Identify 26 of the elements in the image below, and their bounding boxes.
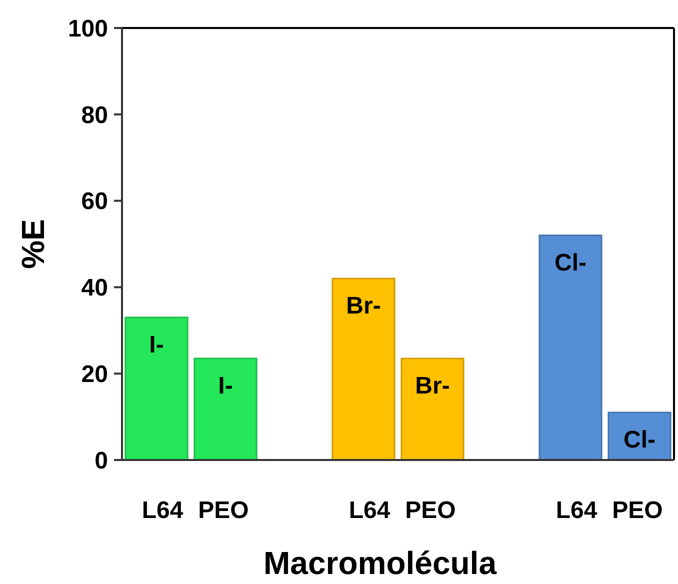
y-tick-label: 100 [68,15,108,42]
x-axis-title: Macromolécula [264,545,497,581]
y-tick-label: 60 [81,188,108,216]
series-label: Cl- [624,426,656,454]
text: Br- [415,372,450,400]
bar [608,412,672,461]
bar [124,316,188,461]
x-tick-label: PEO [612,497,663,524]
text: I- [218,372,233,400]
bar [194,358,258,461]
x-tick-label: L64 [556,497,598,524]
x-tick-label: PEO [405,497,456,524]
y-tick-label: 0 [94,447,108,474]
series-label: Br- [346,292,381,320]
bar [538,234,602,461]
series-label: I- [149,331,164,358]
y-axis-title: %E [15,219,51,269]
y-tick-label: 80 [81,102,108,129]
y-tick-label: 20 [81,361,108,388]
bar [332,278,396,461]
text: Cl- [554,249,586,276]
bar [400,358,464,461]
y-tick-label: 40 [81,274,108,302]
x-tick-label: L64 [142,497,184,524]
x-tick-label: PEO [198,497,249,524]
x-tick-label: L64 [348,497,391,524]
